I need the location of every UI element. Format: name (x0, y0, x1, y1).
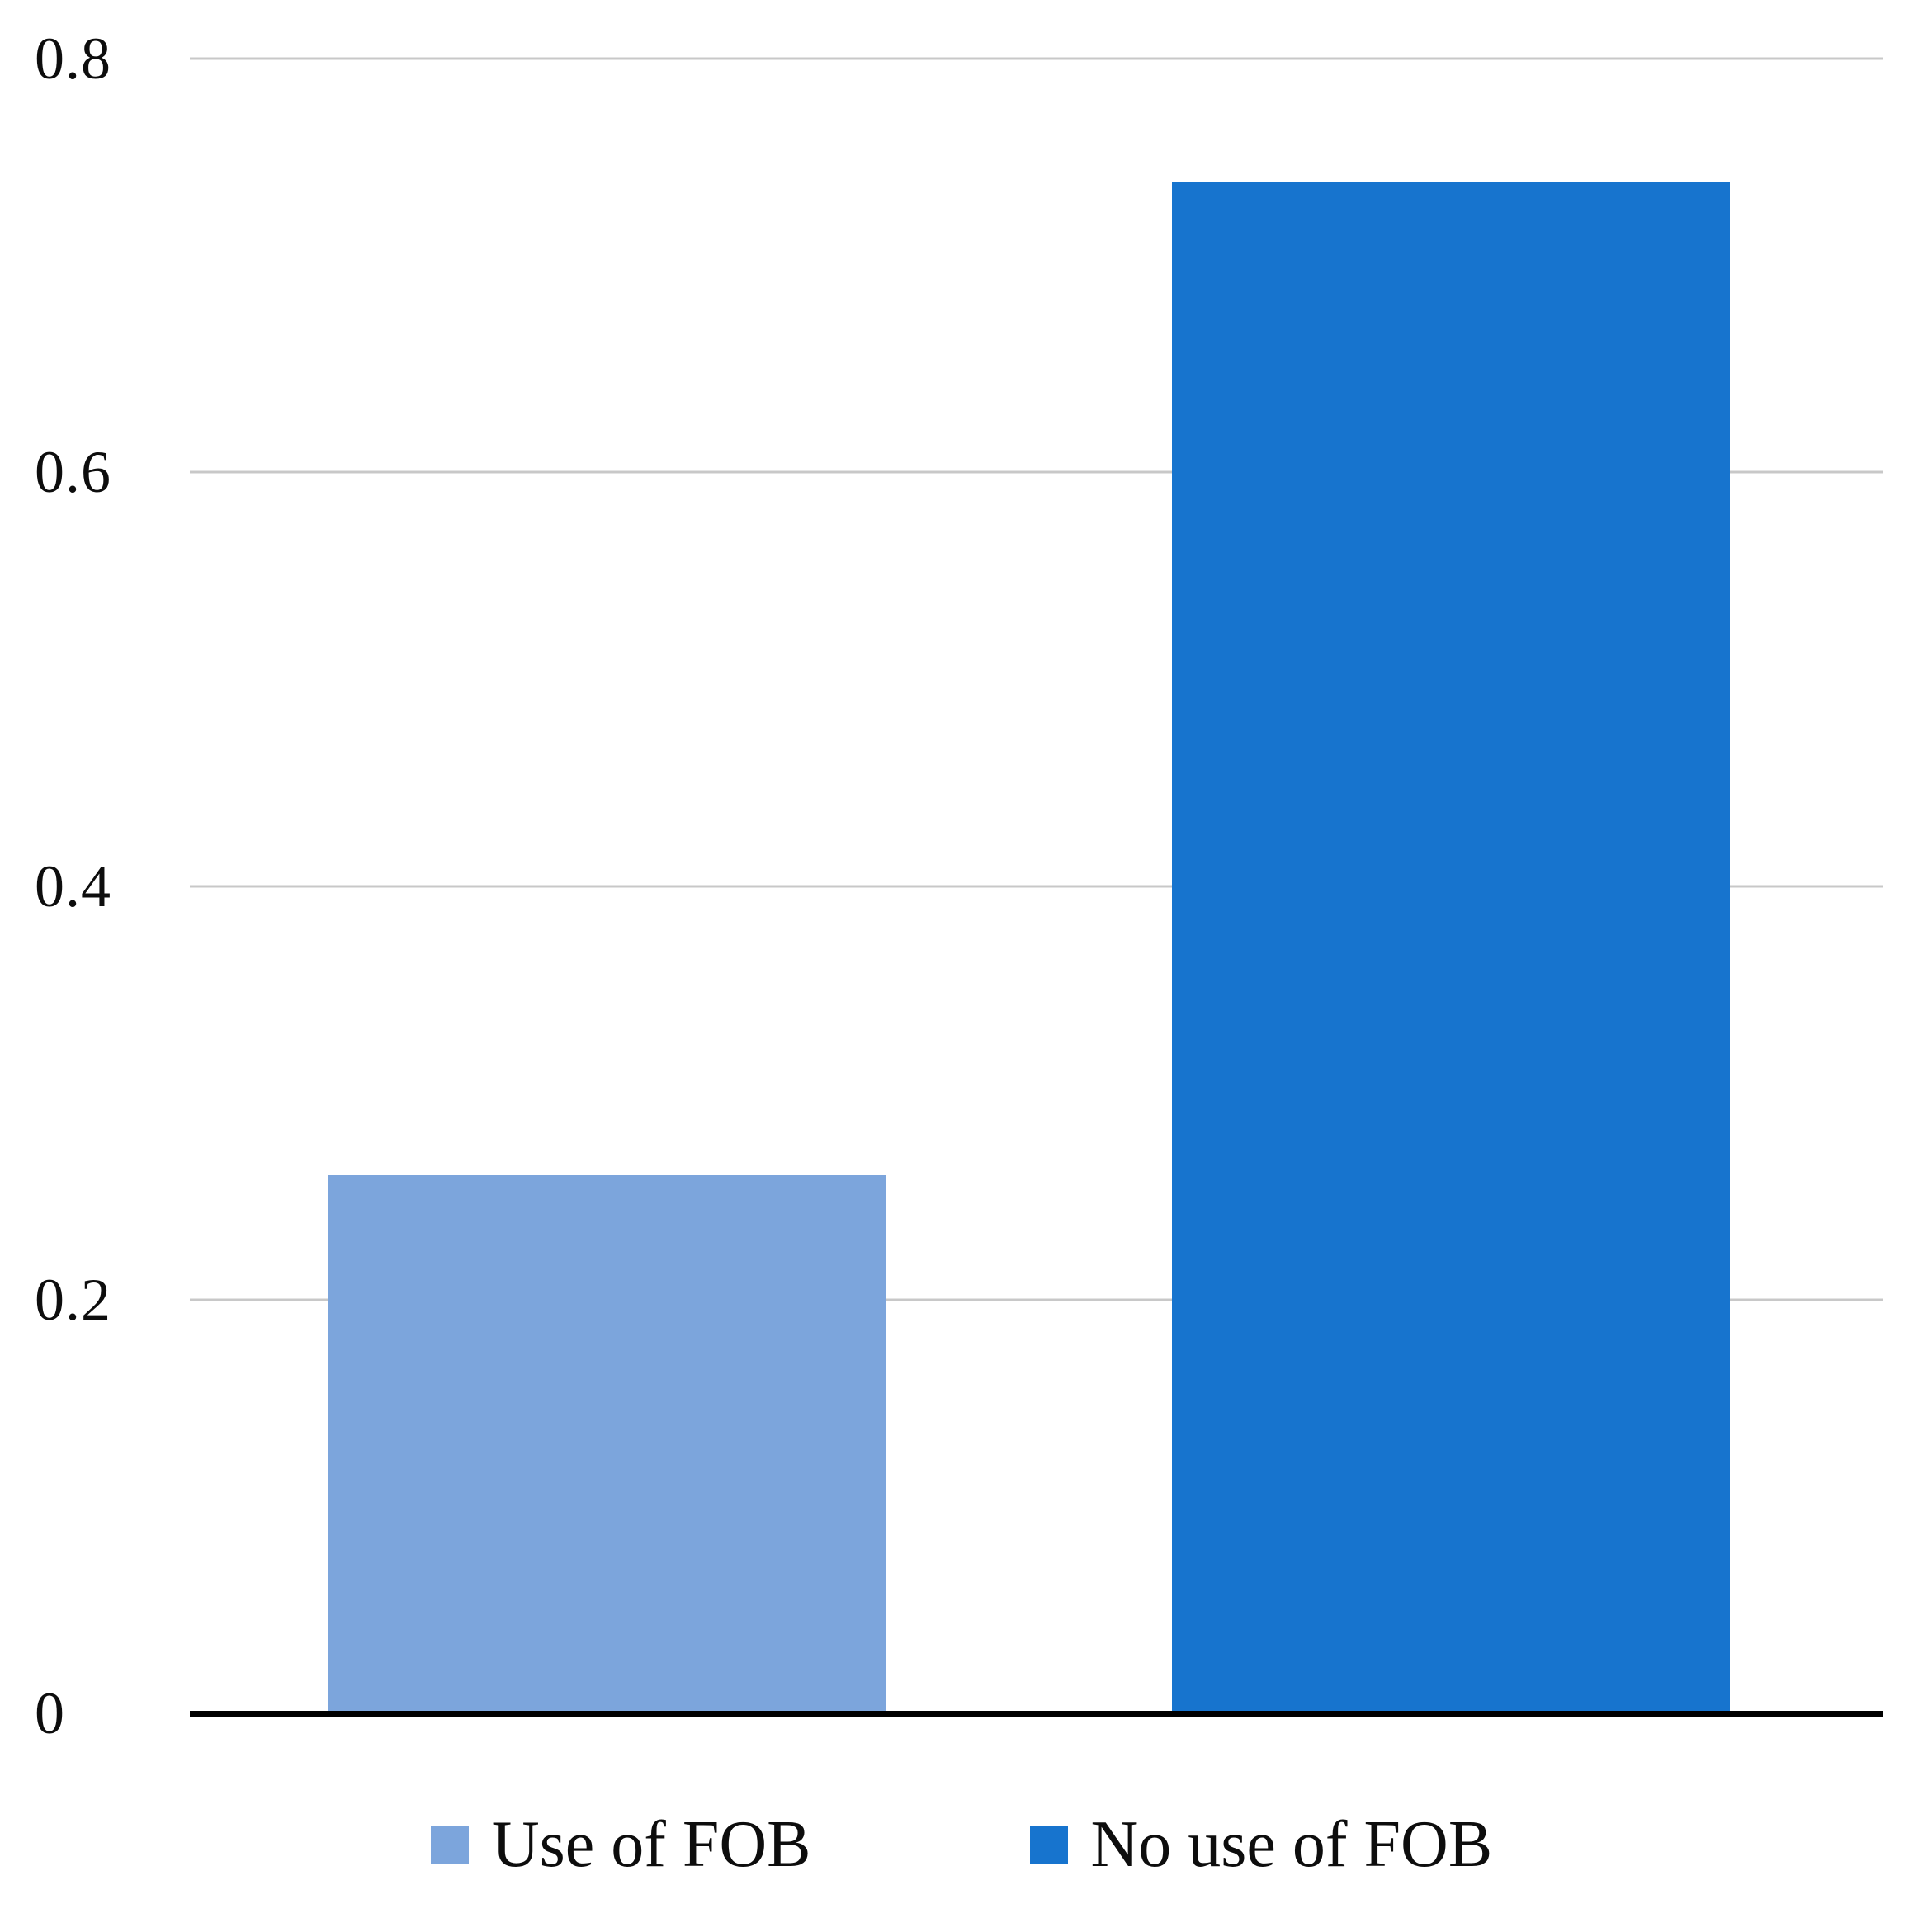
legend: Use of FOB No use of FOB (0, 1812, 1923, 1878)
y-tick-label: 0.6 (35, 439, 111, 506)
legend-label: No use of FOB (1090, 1808, 1493, 1881)
y-tick-label: 0 (35, 1680, 65, 1746)
bar-no-use-of-fob (1172, 182, 1730, 1713)
y-tick-label: 0.8 (35, 26, 111, 92)
gridline (190, 57, 1883, 60)
legend-swatch-icon (1029, 1826, 1068, 1864)
y-axis-tick-labels: 0 0.2 0.4 0.6 0.8 (35, 29, 167, 1743)
gridline (190, 1298, 1883, 1301)
y-tick-label: 0.2 (35, 1266, 111, 1333)
x-axis-line (190, 1711, 1883, 1717)
legend-item-use-of-fob: Use of FOB (430, 1808, 811, 1881)
legend-swatch-icon (430, 1826, 469, 1864)
gridline (190, 470, 1883, 474)
plot-area (190, 57, 1883, 1717)
bar-use-of-fob (328, 1175, 886, 1713)
legend-label: Use of FOB (491, 1808, 811, 1881)
legend-item-no-use-of-fob: No use of FOB (1029, 1808, 1493, 1881)
y-tick-label: 0.4 (35, 853, 111, 919)
gridline (190, 885, 1883, 887)
